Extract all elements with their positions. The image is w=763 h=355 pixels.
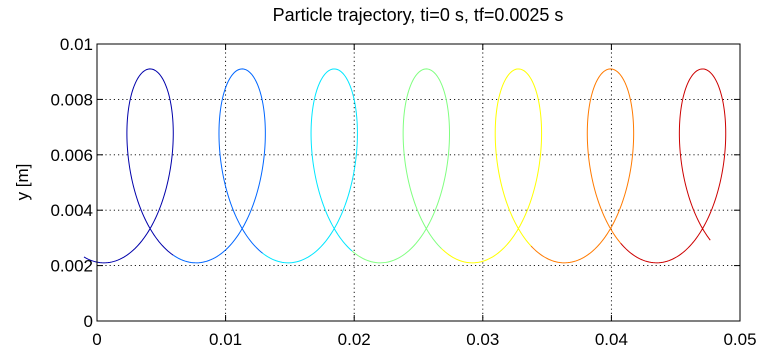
trajectory-segment: [620, 68, 727, 264]
y-tick-label: 0: [84, 312, 93, 331]
trajectory-segment: [83, 68, 174, 264]
trajectory-segment: [262, 68, 358, 264]
x-tick-label: 0.05: [723, 330, 756, 349]
trajectory-segment: [441, 68, 543, 264]
trajectory-segment: [530, 68, 635, 264]
y-tick-label: 0.004: [50, 201, 93, 220]
y-tick-labels: 0 0.002 0.004 0.006 0.008 0.01: [50, 35, 93, 331]
y-tick-label: 0.01: [60, 35, 93, 54]
trajectory-segment: [351, 68, 451, 264]
trajectory-curves: [83, 68, 727, 264]
chart-title: Particle trajectory, ti=0 s, tf=0.0025 s: [273, 5, 564, 25]
x-tick-label: 0.01: [209, 330, 242, 349]
x-tick-label: 0: [92, 330, 101, 349]
grid-lines: [97, 44, 740, 321]
x-tick-label: 0.02: [338, 330, 371, 349]
y-axis-label: y [m]: [13, 164, 32, 201]
y-tick-label: 0.006: [50, 146, 93, 165]
tick-marks: [96, 43, 741, 322]
x-tick-label: 0.03: [466, 330, 499, 349]
y-tick-label: 0.008: [50, 90, 93, 109]
x-tick-label: 0.04: [595, 330, 628, 349]
y-tick-label: 0.002: [50, 257, 93, 276]
x-tick-labels: 0 0.01 0.02 0.03 0.04 0.05: [92, 330, 756, 349]
trajectory-segment: [173, 68, 266, 264]
axes-box: [96, 43, 741, 322]
